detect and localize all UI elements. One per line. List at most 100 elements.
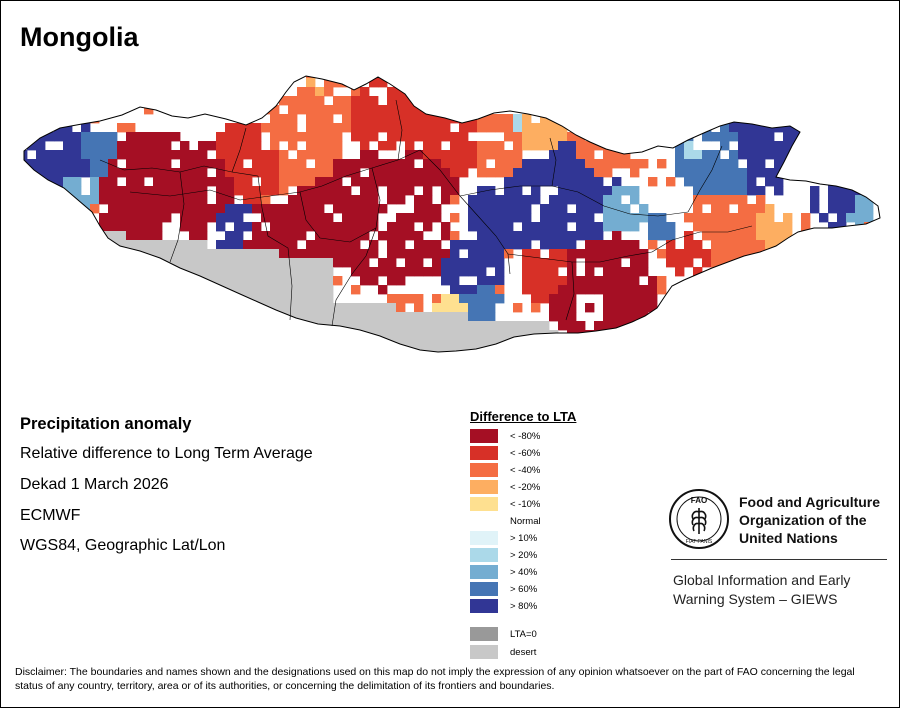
- grid-cell: [45, 330, 55, 340]
- grid-cell: [522, 357, 531, 366]
- grid-cell: [108, 222, 118, 232]
- grid-cell: [567, 231, 577, 241]
- grid-cell: [36, 240, 46, 250]
- grid-cell: [252, 321, 262, 331]
- grid-cell: [153, 168, 163, 178]
- grid-cell: [657, 249, 667, 259]
- grid-cell: [63, 339, 73, 349]
- grid-cell: [252, 312, 262, 322]
- grid-cell: [648, 330, 658, 340]
- grid-cell: [63, 177, 73, 187]
- grid-cell: [36, 276, 46, 286]
- grid-cell: [297, 357, 306, 366]
- grid-cell: [306, 177, 316, 187]
- grid-cell: [684, 141, 694, 151]
- grid-cell: [189, 213, 199, 223]
- grid-cell: [612, 96, 622, 106]
- grid-cell: [234, 177, 244, 187]
- grid-cell: [576, 276, 586, 286]
- grid-cell: [837, 141, 847, 151]
- grid-cell: [477, 330, 487, 340]
- grid-cell: [252, 132, 262, 142]
- grid-cell: [270, 294, 280, 304]
- grid-cell: [531, 141, 541, 151]
- grid-cell: [81, 195, 91, 205]
- grid-cell: [324, 348, 334, 352]
- grid-cell: [189, 249, 199, 259]
- grid-cell: [531, 303, 541, 313]
- grid-cell: [24, 312, 28, 322]
- grid-cell: [297, 186, 307, 196]
- grid-cell: [261, 285, 271, 295]
- grid-cell: [324, 222, 334, 232]
- grid-cell: [351, 330, 361, 340]
- grid-cell: [36, 168, 46, 178]
- grid-cell: [864, 267, 874, 277]
- grid-cell: [360, 132, 370, 142]
- grid-cell: [855, 60, 864, 69]
- grid-cell: [90, 303, 100, 313]
- grid-cell: [243, 195, 253, 205]
- grid-cell: [54, 240, 64, 250]
- grid-cell: [207, 177, 217, 187]
- grid-cell: [495, 285, 505, 295]
- grid-cell: [702, 150, 712, 160]
- grid-cell: [189, 294, 199, 304]
- grid-cell: [333, 123, 343, 133]
- grid-cell: [765, 114, 775, 124]
- grid-cell: [18, 357, 27, 366]
- grid-cell: [144, 195, 154, 205]
- grid-cell: [288, 132, 298, 142]
- grid-cell: [432, 249, 442, 259]
- grid-cell: [405, 168, 415, 178]
- grid-cell: [747, 141, 757, 151]
- grid-cell: [153, 141, 163, 151]
- grid-cell: [324, 141, 334, 151]
- grid-cell: [144, 168, 154, 178]
- grid-cell: [27, 240, 37, 250]
- grid-cell: [576, 150, 586, 160]
- grid-cell: [684, 258, 694, 268]
- grid-cell: [297, 267, 307, 277]
- grid-cell: [405, 321, 415, 331]
- grid-cell: [450, 186, 460, 196]
- grid-cell: [198, 285, 208, 295]
- grid-cell: [27, 87, 37, 97]
- grid-cell: [864, 213, 874, 223]
- grid-cell: [540, 159, 550, 169]
- grid-cell: [24, 258, 28, 268]
- grid-cell: [540, 204, 550, 214]
- grid-cell: [90, 321, 100, 331]
- grid-cell: [135, 258, 145, 268]
- grid-cell: [486, 186, 496, 196]
- grid-cell: [729, 123, 739, 133]
- grid-cell: [36, 303, 46, 313]
- grid-cell: [630, 240, 640, 250]
- grid-cell: [99, 303, 109, 313]
- grid-cell: [747, 222, 757, 232]
- grid-cell: [738, 123, 748, 133]
- grid-cell: [27, 249, 37, 259]
- grid-cell: [468, 312, 478, 322]
- grid-cell: [486, 357, 495, 366]
- grid-cell: [747, 276, 757, 286]
- grid-cell: [828, 159, 838, 169]
- grid-cell: [477, 339, 487, 349]
- grid-cell: [81, 312, 91, 322]
- grid-cell: [36, 339, 46, 349]
- grid-cell: [288, 258, 298, 268]
- grid-cell: [630, 285, 640, 295]
- grid-cell: [423, 330, 433, 340]
- grid-cell: [99, 177, 109, 187]
- grid-cell: [702, 159, 712, 169]
- grid-cell: [432, 132, 442, 142]
- grid-cell: [180, 321, 190, 331]
- grid-cell: [360, 114, 370, 124]
- grid-cell: [117, 312, 127, 322]
- grid-cell: [648, 276, 658, 286]
- grid-cell: [108, 285, 118, 295]
- grid-cell: [297, 105, 307, 115]
- grid-cell: [216, 195, 226, 205]
- grid-cell: [324, 240, 334, 250]
- grid-cell: [720, 267, 730, 277]
